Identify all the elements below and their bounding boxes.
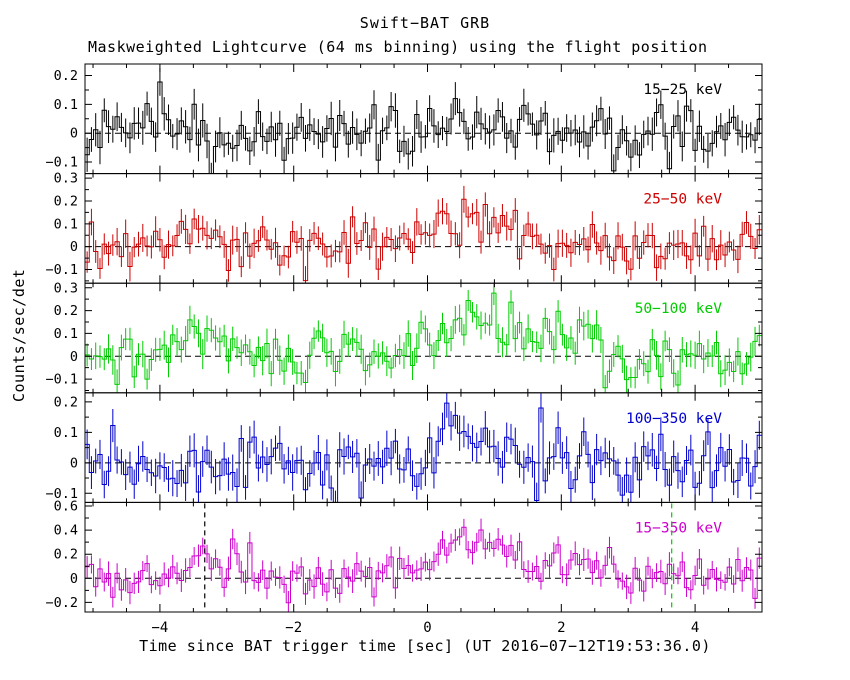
band-label: 15−25 keV	[643, 82, 722, 98]
y-tick-label: 0.2	[54, 394, 78, 410]
panel-1: −0.1 0 0.1 0.2 0.3 25−50 keV	[45, 171, 763, 284]
chart-title: Swift−BAT GRB	[359, 14, 491, 32]
x-tick-label: 2	[557, 620, 565, 636]
y-tick-label: 0.3	[54, 171, 78, 187]
tick-marks	[85, 173, 763, 284]
error-bars	[86, 185, 760, 284]
y-tick-label: 0.1	[54, 97, 78, 113]
x-tick-label: −4	[151, 620, 168, 636]
y-tick-label: 0	[70, 455, 78, 471]
tick-marks	[85, 283, 763, 393]
band-label: 100−350 keV	[626, 411, 722, 427]
x-tick-label: 0	[423, 620, 431, 636]
y-tick-label: 0.2	[54, 68, 78, 84]
y-tick-label: 0.1	[54, 216, 78, 232]
y-tick-label: −0.2	[45, 595, 78, 611]
x-axis-label: Time since BAT trigger time [sec] (UT 20…	[139, 637, 711, 655]
y-tick-label: 0.6	[54, 499, 78, 515]
error-bars	[86, 68, 760, 174]
panel-2: −0.1 0 0.1 0.2 0.3 50−100 keV	[45, 280, 763, 394]
y-tick-label: 0	[70, 571, 78, 587]
y-tick-label: −0.1	[45, 262, 78, 278]
tick-marks	[85, 64, 763, 174]
band-label: 15−350 keV	[635, 520, 723, 536]
tick-marks	[85, 502, 763, 612]
panel-4: −0.2 0 0.2 0.4 0.6 15−350 keV	[45, 499, 763, 613]
band-label: 50−100 keV	[635, 301, 723, 317]
panel-3: −0.1 0 0.1 0.2 100−350 keV	[45, 392, 763, 503]
error-bars	[86, 392, 760, 503]
y-tick-label: 0.2	[54, 194, 78, 210]
y-tick-label: −0.1	[45, 372, 78, 388]
x-tick-label: −2	[285, 620, 302, 636]
panel-data	[85, 283, 762, 393]
y-tick-label: 0	[70, 126, 78, 142]
error-bars	[86, 283, 760, 393]
chart-subtitle: Maskweighted Lightcurve (64 ms binning) …	[88, 38, 708, 56]
tick-marks	[85, 392, 763, 503]
panel-0: −0.1 0 0.1 0.2 15−25 keV	[45, 63, 763, 175]
y-tick-label: 0	[70, 349, 78, 365]
panel-frame	[84, 501, 763, 613]
y-tick-label: 0.1	[54, 425, 78, 441]
y-tick-label: 0.1	[54, 326, 78, 342]
y-tick-label: 0	[70, 239, 78, 255]
y-tick-label: −0.1	[45, 486, 78, 502]
error-bars	[86, 518, 760, 612]
step-line	[85, 526, 762, 604]
y-tick-label: 0.4	[54, 523, 78, 539]
x-tick-label: 4	[691, 620, 699, 636]
y-tick-label: −0.1	[45, 155, 78, 171]
y-tick-label: 0.2	[54, 547, 78, 563]
panel-data	[85, 185, 762, 284]
panel-data	[85, 392, 762, 503]
y-tick-label: 0.3	[54, 280, 78, 296]
y-tick-label: 0.2	[54, 303, 78, 319]
panel-data	[85, 518, 762, 612]
band-label: 25−50 keV	[643, 192, 722, 208]
panel-data	[85, 68, 762, 174]
step-line	[85, 198, 762, 282]
